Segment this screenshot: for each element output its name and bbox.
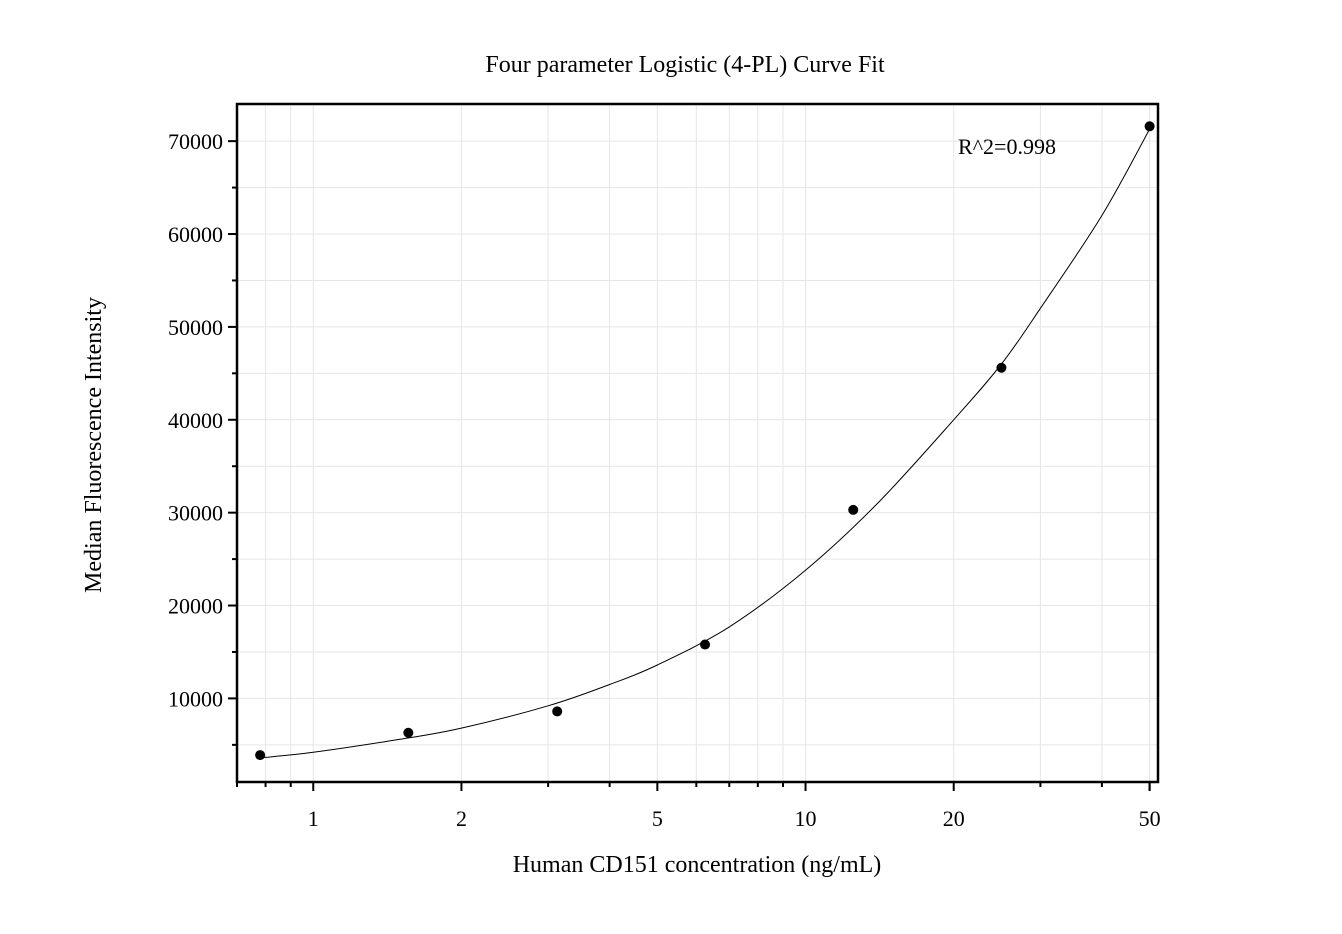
y-tick-label: 30000 <box>168 501 223 526</box>
data-point <box>996 362 1007 373</box>
y-tick-label: 40000 <box>168 408 223 433</box>
r-squared-annotation: R^2=0.998 <box>958 134 1056 159</box>
y-axis-title: Median Fluorescence Intensity <box>81 297 107 593</box>
x-axis-title: Human CD151 concentration (ng/mL) <box>513 852 882 878</box>
grid <box>236 104 1158 782</box>
y-tick-label: 10000 <box>168 686 223 711</box>
plot-frame <box>235 102 1160 784</box>
x-tick-label: 20 <box>943 806 965 831</box>
y-tick-label: 50000 <box>168 315 223 340</box>
data-point <box>403 727 414 738</box>
x-tick-label: 5 <box>652 806 663 831</box>
tick-labels: 1 2 5 10 20 50 10000 20000 30000 40000 50000 60000 7… <box>168 129 1161 831</box>
x-tick-label: 50 <box>1139 806 1161 831</box>
x-tick-label: 2 <box>456 806 467 831</box>
y-tick-label: 20000 <box>168 594 223 619</box>
chart-title: Four parameter Logistic (4-PL) Curve Fit <box>485 52 885 78</box>
y-tick-label: 60000 <box>168 222 223 247</box>
x-tick-label: 1 <box>308 806 319 831</box>
data-point <box>255 750 266 761</box>
data-point <box>848 504 859 515</box>
data-point <box>700 639 711 650</box>
data-point <box>1144 121 1155 132</box>
data-points <box>255 121 1155 761</box>
x-tick-label: 10 <box>795 806 817 831</box>
data-point <box>552 706 563 717</box>
y-tick-label: 70000 <box>168 129 223 154</box>
ticks <box>228 140 1151 791</box>
fit-curve <box>260 128 1151 759</box>
